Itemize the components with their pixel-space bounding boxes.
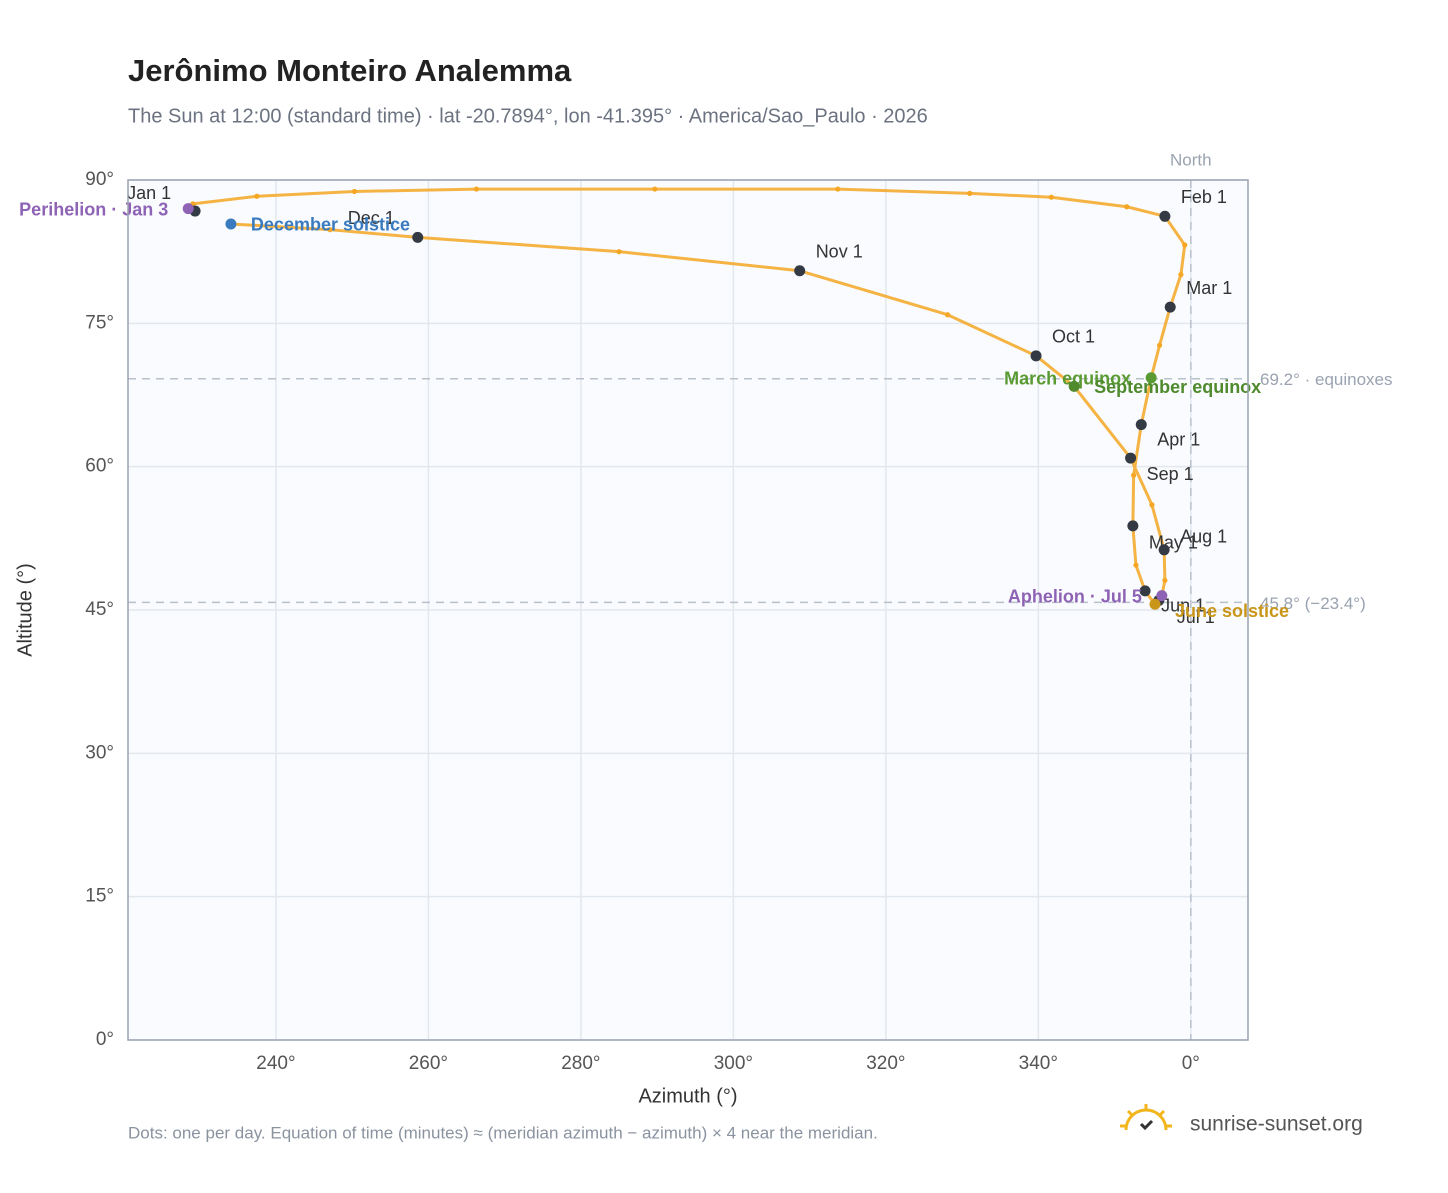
event-label: Jun 1 [1161,596,1205,616]
day-dot [1156,342,1163,348]
x-tick-label: 280° [561,1053,600,1074]
event-label: Sep 1 [1147,464,1194,484]
event-marker [1030,350,1042,362]
event-marker [1159,210,1171,222]
plot-frame [127,179,1249,1041]
brand-logo [1120,1104,1172,1131]
day-dot [967,190,973,196]
event-marker [412,231,424,243]
y-axis-label: Altitude (°) [14,563,36,657]
day-dot [473,186,480,192]
x-axis-label: Azimuth (°) [638,1085,737,1107]
day-dot [254,193,260,199]
day-dot [1182,242,1188,248]
footer-note: Dots: one per day. Equation of time (min… [128,1123,878,1142]
day-dot [835,186,841,192]
day-dot [1162,577,1168,583]
day-dot [1178,272,1184,278]
event-label: Mar 1 [1186,278,1232,298]
day-dot [945,312,951,318]
event-label: Nov 1 [816,242,863,262]
event-label: Dec 1 [348,208,395,228]
event-marker [1164,301,1176,313]
day-dot [1124,204,1130,210]
day-dot [327,227,333,233]
event-marker [1125,452,1137,464]
y-tick-label: 90° [85,169,114,190]
day-dot [1131,472,1137,478]
x-tick-label: 300° [714,1053,753,1074]
event-marker [182,203,194,215]
chart-subtitle: The Sun at 12:00 (standard time) · lat -… [128,105,928,127]
event-marker [1127,520,1139,532]
event-label: December solstice [251,215,410,235]
event-label: Feb 1 [1181,187,1227,207]
event-label: Oct 1 [1052,327,1095,347]
event-marker [1135,419,1147,431]
event-label: Aphelion · Jul 5 [1008,586,1142,606]
x-tick-label: 240° [256,1053,295,1074]
day-dot [1133,562,1139,568]
event-label: Jul 1 [1177,607,1215,627]
event-marker [794,265,806,277]
y-tick-label: 0° [96,1029,114,1050]
x-tick-label: 340° [1019,1053,1058,1074]
day-dot [652,186,658,192]
x-tick-label: 320° [866,1053,905,1074]
event-label: Aug 1 [1180,527,1227,547]
event-marker [1156,590,1168,602]
reference-label: 69.2° · equinoxes [1260,370,1393,389]
y-tick-label: 75° [85,312,114,333]
y-tick-label: 45° [85,599,114,620]
reference-label: 45.8° (−23.4°) [1260,594,1366,613]
event-label: Perihelion · Jan 3 [19,199,168,219]
event-label: June solstice [1175,601,1289,621]
day-dot [616,249,622,255]
x-tick-label: 0° [1182,1053,1200,1074]
event-marker [1149,598,1161,610]
reference-label: North [1170,150,1212,169]
chart-title: Jerônimo Monteiro Analemma [128,53,572,88]
event-label: Jan 1 [127,183,171,203]
event-label: September equinox [1094,377,1261,397]
event-label: Apr 1 [1157,429,1200,449]
y-tick-label: 60° [85,456,114,477]
event-marker [1068,380,1080,392]
y-tick-label: 30° [85,742,114,763]
x-tick-label: 260° [409,1053,448,1074]
y-tick-label: 15° [85,886,114,907]
event-label: March equinox [1004,369,1131,389]
event-marker [225,218,237,230]
brand-name: sunrise-sunset.org [1190,1113,1363,1136]
day-dot [351,188,358,195]
day-dot [1048,194,1054,200]
event-marker [1139,585,1151,597]
event-marker [1145,372,1157,384]
event-marker [1158,544,1170,556]
day-dot [1149,502,1155,508]
